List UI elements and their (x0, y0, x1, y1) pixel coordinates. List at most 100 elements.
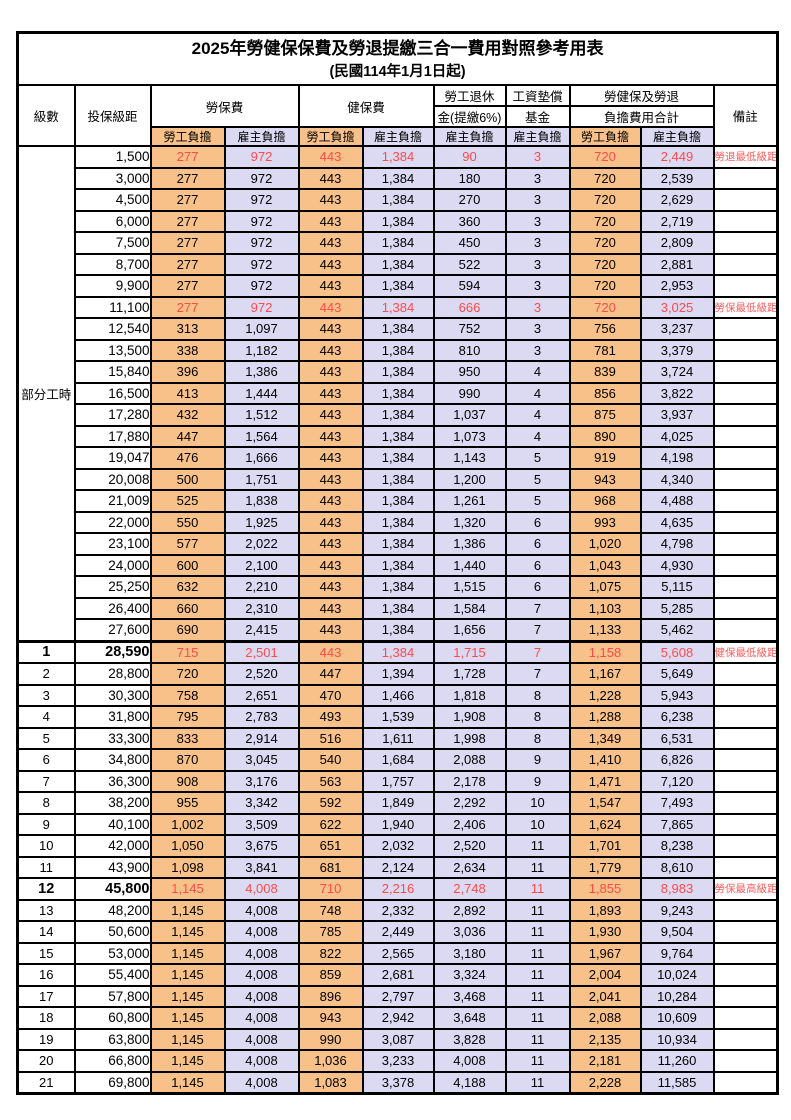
value-cell: 2,310 (223, 596, 300, 620)
value-cell: 3,237 (639, 317, 715, 341)
level-cell: 17 (16, 984, 76, 1008)
value-cell: 4,198 (639, 446, 715, 470)
value-cell: 2,004 (568, 963, 642, 987)
col-header-remark: 備註 (712, 84, 779, 147)
value-cell: 2,100 (223, 553, 300, 577)
remark-cell (712, 834, 779, 858)
table-row: 17,880 447 1,564 443 1,384 1,073 4 890 4,025 (18, 424, 779, 448)
bracket-cell: 17,880 (73, 424, 152, 448)
table-row: 1 28,590 715 2,501 443 1,384 1,715 7 1,158 5,608 健… (16, 639, 779, 664)
bracket-cell: 53,000 (73, 941, 152, 965)
value-cell: 4,008 (223, 1049, 300, 1073)
value-cell: 1,855 (568, 877, 642, 901)
value-cell: 11 (504, 1006, 571, 1030)
bracket-cell: 23,100 (73, 532, 152, 556)
value-cell: 720 (568, 231, 642, 255)
table-row: 9 40,100 1,002 3,509 622 1,940 2,406 10 1,624 7,8… (16, 812, 779, 836)
remark-cell (712, 188, 779, 212)
remark-cell (712, 662, 779, 686)
value-cell: 1,444 (223, 381, 300, 405)
table-row: 21 69,800 1,145 4,008 1,083 3,378 4,188 11 2,228… (16, 1070, 779, 1095)
remark-cell (712, 252, 779, 276)
table-row: 16 55,400 1,145 4,008 859 2,681 3,324 11 2,004 10… (16, 963, 779, 987)
value-cell: 2,520 (223, 662, 300, 686)
remark-cell (712, 812, 779, 836)
value-cell: 3,180 (432, 941, 507, 965)
level-cell: 3 (16, 683, 76, 707)
value-cell: 859 (297, 963, 364, 987)
subheader-health-employer: 雇主負擔 (361, 126, 435, 147)
value-cell: 500 (149, 467, 226, 491)
value-cell: 1,384 (361, 618, 435, 642)
value-cell: 758 (149, 683, 226, 707)
value-cell: 4,008 (223, 1006, 300, 1030)
level-cell: 19 (16, 1027, 76, 1051)
value-cell: 4,488 (639, 489, 715, 513)
value-cell: 1,384 (361, 145, 435, 169)
value-cell: 10 (504, 812, 571, 836)
header-row-2: 金(提繳6%) 基金 負擔費用合計 (18, 105, 778, 128)
level-cell: 5 (16, 726, 76, 750)
value-cell: 2,892 (432, 898, 507, 922)
value-cell: 1,386 (432, 532, 507, 556)
value-cell: 443 (297, 639, 364, 664)
value-cell: 11 (504, 1049, 571, 1073)
value-cell: 7 (504, 639, 571, 664)
value-cell: 3,045 (223, 748, 300, 772)
bracket-cell: 27,600 (73, 618, 152, 642)
value-cell: 6 (504, 575, 571, 599)
bracket-cell: 36,300 (73, 769, 152, 793)
bracket-cell: 31,800 (73, 705, 152, 729)
remark-cell (712, 446, 779, 470)
remark-cell (712, 510, 779, 534)
value-cell: 1,083 (297, 1070, 364, 1095)
value-cell: 1,757 (361, 769, 435, 793)
value-cell: 919 (568, 446, 642, 470)
level-cell: 8 (16, 791, 76, 815)
table-row: 12,540 313 1,097 443 1,384 752 3 756 3,237 (18, 317, 779, 341)
value-cell: 2,914 (223, 726, 300, 750)
value-cell: 11 (504, 855, 571, 879)
value-cell: 1,849 (361, 791, 435, 815)
value-cell: 443 (297, 188, 364, 212)
remark-cell (712, 920, 779, 944)
value-cell: 1,182 (223, 338, 300, 362)
col-header-total-line1: 勞健保及勞退 (568, 84, 715, 107)
value-cell: 1,384 (361, 639, 435, 664)
level-cell: 6 (16, 748, 76, 772)
value-cell: 7,865 (639, 812, 715, 836)
value-cell: 1,002 (149, 812, 226, 836)
remark-cell (712, 618, 779, 642)
table-row: 3,000 277 972 443 1,384 180 3 720 2,539 (18, 166, 779, 190)
value-cell: 1,320 (432, 510, 507, 534)
remark-cell (712, 381, 779, 405)
value-cell: 1,471 (568, 769, 642, 793)
value-cell: 4,008 (223, 1070, 300, 1095)
page-title: 2025年勞健保保費及勞退提繳三合一費用對照參考用表 (191, 38, 604, 58)
value-cell: 493 (297, 705, 364, 729)
subheader-labor-employer: 雇主負擔 (223, 126, 300, 147)
value-cell: 1,384 (361, 403, 435, 427)
value-cell: 3,828 (432, 1027, 507, 1051)
value-cell: 3 (504, 145, 571, 169)
value-cell: 2,124 (361, 855, 435, 879)
value-cell: 2,292 (432, 791, 507, 815)
value-cell: 8 (504, 683, 571, 707)
col-header-pension-line1: 勞工退休 (432, 84, 507, 107)
value-cell: 2,135 (568, 1027, 642, 1051)
value-cell: 9 (504, 748, 571, 772)
table-row: 27,600 690 2,415 443 1,384 1,656 7 1,133 5,462 (18, 618, 779, 642)
bracket-cell: 11,100 (73, 295, 152, 319)
bracket-cell: 8,700 (73, 252, 152, 276)
value-cell: 2,181 (568, 1049, 642, 1073)
value-cell: 1,384 (361, 424, 435, 448)
value-cell: 1,384 (361, 338, 435, 362)
value-cell: 277 (149, 295, 226, 319)
value-cell: 1,037 (432, 403, 507, 427)
value-cell: 443 (297, 338, 364, 362)
value-cell: 2,651 (223, 683, 300, 707)
bracket-cell: 1,500 (73, 145, 152, 169)
value-cell: 1,200 (432, 467, 507, 491)
value-cell: 622 (297, 812, 364, 836)
value-cell: 1,145 (149, 963, 226, 987)
